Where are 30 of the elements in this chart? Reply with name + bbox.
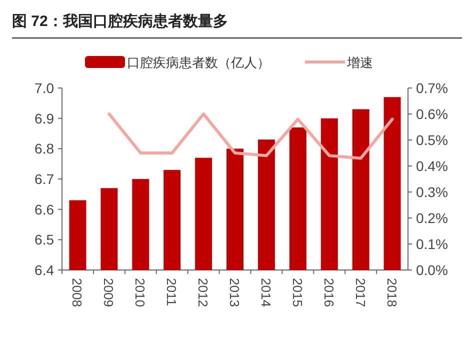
x-tick-label: 2012: [196, 278, 211, 307]
x-tick-label: 2015: [290, 278, 305, 307]
y-tick-label: 6.8: [34, 140, 54, 157]
x-tick-label: 2018: [384, 278, 400, 307]
y2-tick-label: 0.2%: [416, 210, 448, 226]
y2-tick-label: 0.5%: [416, 132, 448, 148]
chart-title: 图 72：我国口腔疾病患者数量多: [12, 12, 228, 30]
y2-tick-label: 0.4%: [416, 158, 448, 174]
y-tick-label: 7.0: [34, 80, 54, 96]
y-tick-label: 6.9: [34, 110, 54, 126]
y2-tick-label: 0.0%: [416, 262, 448, 278]
x-tick-label: 2013: [227, 278, 242, 307]
x-tick-label: 2010: [132, 278, 148, 307]
y-tick-label: 6.7: [34, 171, 54, 187]
x-tick-label: 2008: [70, 278, 85, 307]
x-tick-label: 2009: [101, 278, 116, 307]
y2-tick-label: 0.3%: [416, 184, 448, 200]
line-series: [108, 112, 394, 160]
y2-tick-label: 0.6%: [416, 106, 448, 122]
legend-label: 增速: [346, 55, 373, 70]
x-tick-label: 2014: [258, 278, 274, 307]
y-tick-label: 6.4: [34, 262, 54, 278]
x-tick-label: 2011: [164, 278, 180, 306]
y2-tick-label: 0.7%: [416, 80, 448, 96]
legend-label: 口腔疾病患者数（亿人）: [127, 55, 270, 70]
y2-tick-label: 0.1%: [416, 236, 448, 252]
y-tick-label: 6.6: [34, 201, 54, 218]
y-tick-label: 6.5: [34, 232, 54, 248]
x-tick-label: 2016: [321, 278, 336, 307]
x-tick-label: 2017: [352, 278, 368, 307]
